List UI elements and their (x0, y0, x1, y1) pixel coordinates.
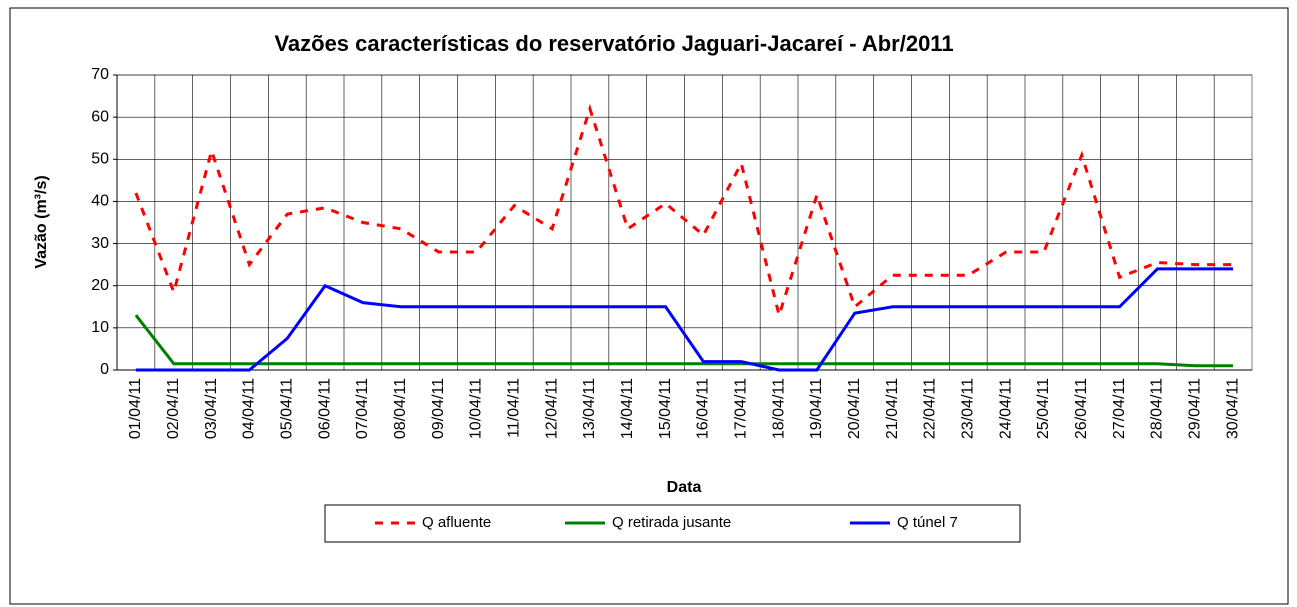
x-tick-label: 02/04/11 (165, 378, 182, 439)
y-tick-label: 50 (91, 151, 109, 168)
x-tick-label: 10/04/11 (468, 378, 485, 439)
legend-label: Q retirada jusante (612, 514, 731, 531)
x-tick-label: 11/04/11 (505, 378, 522, 438)
y-tick-label: 10 (91, 319, 109, 336)
x-tick-label: 30/04/11 (1224, 378, 1241, 439)
x-tick-label: 01/04/11 (127, 378, 144, 439)
x-tick-label: 20/04/11 (846, 378, 863, 439)
chart-title: Vazões características do reservatório J… (274, 31, 953, 56)
x-tick-label: 04/04/11 (241, 378, 258, 439)
x-tick-label: 22/04/11 (922, 378, 939, 439)
series-line (134, 103, 1234, 321)
x-tick-label: 21/04/11 (884, 378, 901, 439)
x-tick-label: 13/04/11 (581, 378, 598, 439)
x-tick-label: 19/04/11 (808, 378, 825, 439)
x-tick-label: 17/04/11 (732, 378, 749, 439)
y-tick-label: 20 (91, 277, 109, 294)
y-tick-label: 70 (91, 66, 109, 83)
x-tick-label: 18/04/11 (770, 378, 787, 439)
y-tick-label: 40 (91, 193, 109, 210)
legend-box (324, 504, 1021, 543)
x-tick-label: 05/04/11 (278, 378, 295, 439)
x-tick-label: 09/04/11 (430, 378, 447, 439)
x-tick-label: 29/04/11 (1186, 378, 1203, 439)
x-tick-label: 26/04/11 (1073, 378, 1090, 439)
x-tick-label: 15/04/11 (657, 378, 674, 439)
x-tick-label: 23/04/11 (959, 378, 976, 439)
x-tick-label: 28/04/11 (1149, 378, 1166, 439)
x-tick-label: 25/04/11 (1035, 378, 1052, 439)
legend-label: Q túnel 7 (897, 514, 958, 531)
y-tick-label: 30 (91, 235, 109, 252)
x-tick-label: 06/04/11 (316, 378, 333, 439)
y-axis-label: Vazão (m³/s) (33, 175, 50, 268)
x-tick-label: 27/04/11 (1111, 378, 1128, 439)
x-tick-label: 03/04/11 (203, 378, 220, 439)
legend-label: Q afluente (422, 514, 491, 531)
x-tick-label: 24/04/11 (997, 378, 1014, 439)
x-axis-label: Data (667, 479, 702, 496)
series-line (134, 314, 1234, 368)
x-tick-label: 16/04/11 (695, 378, 712, 439)
x-tick-label: 07/04/11 (354, 378, 371, 439)
y-tick-label: 0 (100, 361, 109, 378)
x-tick-label: 12/04/11 (543, 378, 560, 439)
series-line (135, 267, 1234, 372)
x-tick-label: 08/04/11 (392, 378, 409, 439)
x-tick-label: 14/04/11 (619, 378, 636, 439)
y-tick-label: 60 (91, 108, 109, 125)
